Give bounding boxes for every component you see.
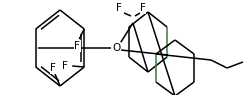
Text: F: F [116,3,122,13]
Text: O: O [112,43,120,53]
Text: F: F [50,63,56,73]
Text: F: F [74,41,80,51]
Text: F: F [140,3,146,13]
Text: F: F [62,61,68,71]
